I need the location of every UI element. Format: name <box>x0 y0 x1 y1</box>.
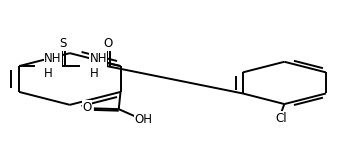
Text: OH: OH <box>135 113 153 126</box>
Text: I: I <box>95 54 98 67</box>
Text: NH
H: NH H <box>44 52 62 80</box>
Text: NH
H: NH H <box>89 52 107 80</box>
Text: O: O <box>82 101 91 114</box>
Text: Cl: Cl <box>275 112 287 125</box>
Text: S: S <box>59 37 67 51</box>
Text: O: O <box>104 37 113 51</box>
